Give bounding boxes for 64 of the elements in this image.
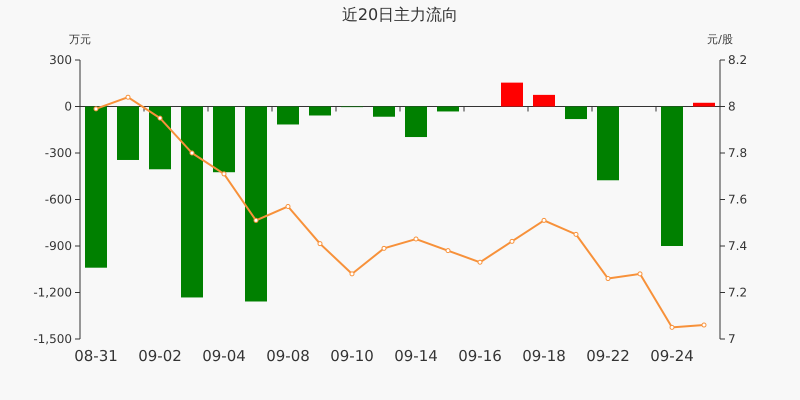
- bar: [437, 106, 459, 112]
- x-tick-label: 09-10: [330, 347, 374, 365]
- point: [382, 246, 386, 251]
- y2-tick-label: 7.2: [728, 286, 748, 300]
- y2-tick-label: 7.4: [728, 239, 748, 253]
- point: [254, 218, 258, 223]
- bar: [533, 94, 555, 106]
- bar: [277, 106, 299, 124]
- chart-title: 近20日主力流向: [342, 5, 458, 24]
- x-tick-label: 09-02: [138, 347, 182, 365]
- y-tick-label: -1,200: [33, 286, 72, 300]
- x-tick-label: 09-24: [650, 347, 694, 365]
- x-tick-label: 09-22: [586, 347, 630, 365]
- bar: [373, 106, 395, 117]
- point: [446, 248, 450, 254]
- x-tick-label: 09-14: [394, 347, 438, 365]
- point: [478, 260, 482, 265]
- bar: [309, 106, 331, 116]
- bar: [565, 106, 587, 120]
- point: [638, 271, 642, 276]
- point: [510, 238, 514, 244]
- point: [350, 271, 354, 276]
- y2-tick-label: 8: [728, 100, 736, 114]
- y-axis-title: 万元: [69, 33, 91, 46]
- point: [542, 218, 546, 223]
- bar: [597, 106, 619, 180]
- point: [414, 236, 418, 242]
- x-tick-label: 09-18: [522, 347, 566, 365]
- point: [126, 94, 130, 100]
- y2-tick-label: 7.8: [728, 146, 748, 160]
- bar: [149, 106, 171, 170]
- bar: [181, 106, 203, 298]
- y-tick-label: -1,500: [33, 332, 72, 346]
- y-tick-label: 300: [49, 53, 72, 67]
- y-tick-label: -300: [44, 146, 72, 160]
- x-tick-label: 09-16: [458, 347, 502, 365]
- bar: [693, 102, 715, 106]
- bar: [117, 106, 139, 160]
- point: [158, 116, 162, 121]
- point: [702, 322, 706, 328]
- point: [190, 150, 194, 156]
- y-tick-label: -600: [44, 192, 72, 206]
- bar: [501, 82, 523, 106]
- point: [222, 171, 226, 176]
- x-tick-label: 09-08: [266, 347, 310, 365]
- y2-axis-title: 元/股: [707, 33, 733, 46]
- y2-tick-label: 8.2: [728, 53, 748, 67]
- bar: [245, 106, 267, 302]
- point: [670, 324, 674, 330]
- point: [286, 204, 290, 209]
- bar: [85, 106, 107, 268]
- point: [94, 106, 98, 112]
- y2-tick-label: 7.6: [728, 192, 748, 206]
- y-tick-label: 0: [64, 100, 72, 114]
- point: [574, 232, 578, 237]
- point: [606, 276, 610, 282]
- x-tick-label: 09-04: [202, 347, 246, 365]
- point: [318, 241, 322, 246]
- y-tick-label: -900: [44, 239, 72, 253]
- y2-tick-label: 7: [728, 332, 736, 346]
- x-tick-label: 08-31: [74, 347, 118, 365]
- bar: [405, 106, 427, 138]
- bar: [661, 106, 683, 246]
- bar: [213, 106, 235, 172]
